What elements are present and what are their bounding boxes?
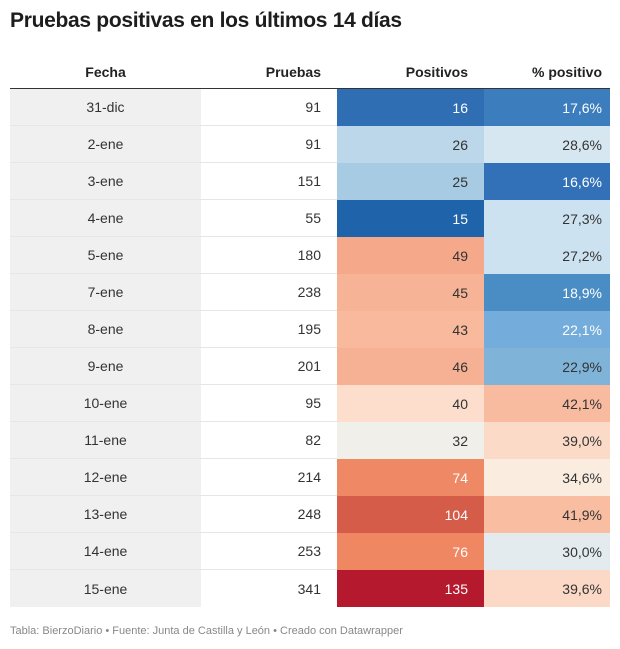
data-table: Fecha Pruebas Positivos % positivo 31-di… bbox=[10, 56, 610, 607]
table-row: 8-ene 195 43 22,1% bbox=[10, 311, 610, 348]
cell-pct-positivo: 22,1% bbox=[484, 311, 610, 348]
table-header: Fecha Pruebas Positivos % positivo bbox=[10, 56, 610, 89]
cell-positivos: 26 bbox=[337, 126, 484, 163]
cell-pruebas: 91 bbox=[201, 89, 337, 126]
cell-fecha: 4-ene bbox=[10, 200, 201, 237]
header-positivos[interactable]: Positivos bbox=[405, 64, 468, 80]
cell-positivos: 25 bbox=[337, 163, 484, 200]
cell-positivos: 135 bbox=[337, 570, 484, 607]
cell-fecha: 3-ene bbox=[10, 163, 201, 200]
table-body: 31-dic 91 16 17,6% 2-ene 91 26 28,6% 3-ene 151 25 1… bbox=[10, 89, 610, 607]
cell-pct-positivo: 42,1% bbox=[484, 385, 610, 422]
cell-positivos: 40 bbox=[337, 385, 484, 422]
cell-pct-positivo: 39,0% bbox=[484, 422, 610, 459]
cell-pruebas: 248 bbox=[201, 496, 337, 533]
table-row: 4-ene 55 15 27,3% bbox=[10, 200, 610, 237]
cell-positivos: 74 bbox=[337, 459, 484, 496]
table-row: 2-ene 91 26 28,6% bbox=[10, 126, 610, 163]
cell-fecha: 11-ene bbox=[10, 422, 201, 459]
cell-pruebas: 253 bbox=[201, 533, 337, 570]
table-row: 12-ene 214 74 34,6% bbox=[10, 459, 610, 496]
cell-pruebas: 180 bbox=[201, 237, 337, 274]
table-row: 5-ene 180 49 27,2% bbox=[10, 237, 610, 274]
cell-fecha: 31-dic bbox=[10, 89, 201, 126]
cell-fecha: 14-ene bbox=[10, 533, 201, 570]
table-row: 31-dic 91 16 17,6% bbox=[10, 89, 610, 126]
cell-positivos: 45 bbox=[337, 274, 484, 311]
cell-pct-positivo: 28,6% bbox=[484, 126, 610, 163]
cell-pruebas: 238 bbox=[201, 274, 337, 311]
table-row: 3-ene 151 25 16,6% bbox=[10, 163, 610, 200]
cell-positivos: 15 bbox=[337, 200, 484, 237]
cell-positivos: 16 bbox=[337, 89, 484, 126]
table-row: 15-ene 341 135 39,6% bbox=[10, 570, 610, 607]
table-row: 13-ene 248 104 41,9% bbox=[10, 496, 610, 533]
cell-pct-positivo: 27,3% bbox=[484, 200, 610, 237]
table-row: 7-ene 238 45 18,9% bbox=[10, 274, 610, 311]
cell-fecha: 10-ene bbox=[10, 385, 201, 422]
table-row: 11-ene 82 32 39,0% bbox=[10, 422, 610, 459]
cell-fecha: 7-ene bbox=[10, 274, 201, 311]
cell-positivos: 43 bbox=[337, 311, 484, 348]
cell-positivos: 32 bbox=[337, 422, 484, 459]
table-row: 9-ene 201 46 22,9% bbox=[10, 348, 610, 385]
cell-pct-positivo: 22,9% bbox=[484, 348, 610, 385]
cell-pruebas: 55 bbox=[201, 200, 337, 237]
cell-pruebas: 151 bbox=[201, 163, 337, 200]
chart-title: Pruebas positivas en los últimos 14 días bbox=[10, 9, 402, 32]
cell-fecha: 5-ene bbox=[10, 237, 201, 274]
cell-fecha: 15-ene bbox=[10, 570, 201, 607]
cell-pruebas: 95 bbox=[201, 385, 337, 422]
cell-pct-positivo: 27,2% bbox=[484, 237, 610, 274]
cell-pruebas: 91 bbox=[201, 126, 337, 163]
cell-pct-positivo: 41,9% bbox=[484, 496, 610, 533]
cell-pruebas: 201 bbox=[201, 348, 337, 385]
cell-pruebas: 82 bbox=[201, 422, 337, 459]
cell-fecha: 13-ene bbox=[10, 496, 201, 533]
cell-pruebas: 341 bbox=[297, 580, 321, 597]
cell-pct-positivo: 17,6% bbox=[484, 89, 610, 126]
cell-pct-positivo: 30,0% bbox=[484, 533, 610, 570]
cell-pct-positivo: 18,9% bbox=[484, 274, 610, 311]
cell-pruebas: 195 bbox=[201, 311, 337, 348]
cell-positivos: 76 bbox=[337, 533, 484, 570]
source-footer: Tabla: BierzoDiario • Fuente: Junta de C… bbox=[10, 625, 403, 637]
cell-pct-positivo: 34,6% bbox=[484, 459, 610, 496]
cell-positivos: 49 bbox=[337, 237, 484, 274]
header-pruebas[interactable]: Pruebas bbox=[265, 64, 321, 80]
cell-pct-positivo: 39,6% bbox=[484, 570, 610, 607]
cell-fecha: 9-ene bbox=[10, 348, 201, 385]
table-row: 14-ene 253 76 30,0% bbox=[10, 533, 610, 570]
cell-pct-positivo: 16,6% bbox=[484, 163, 610, 200]
cell-positivos: 46 bbox=[337, 348, 484, 385]
cell-fecha: 8-ene bbox=[10, 311, 201, 348]
cell-fecha: 12-ene bbox=[10, 459, 201, 496]
header-pct-positivo[interactable]: % positivo bbox=[531, 64, 602, 80]
cell-positivos: 104 bbox=[337, 496, 484, 533]
cell-pruebas: 214 bbox=[201, 459, 337, 496]
table-row: 10-ene 95 40 42,1% bbox=[10, 385, 610, 422]
cell-fecha: 2-ene bbox=[10, 126, 201, 163]
header-fecha[interactable]: Fecha bbox=[85, 64, 126, 80]
